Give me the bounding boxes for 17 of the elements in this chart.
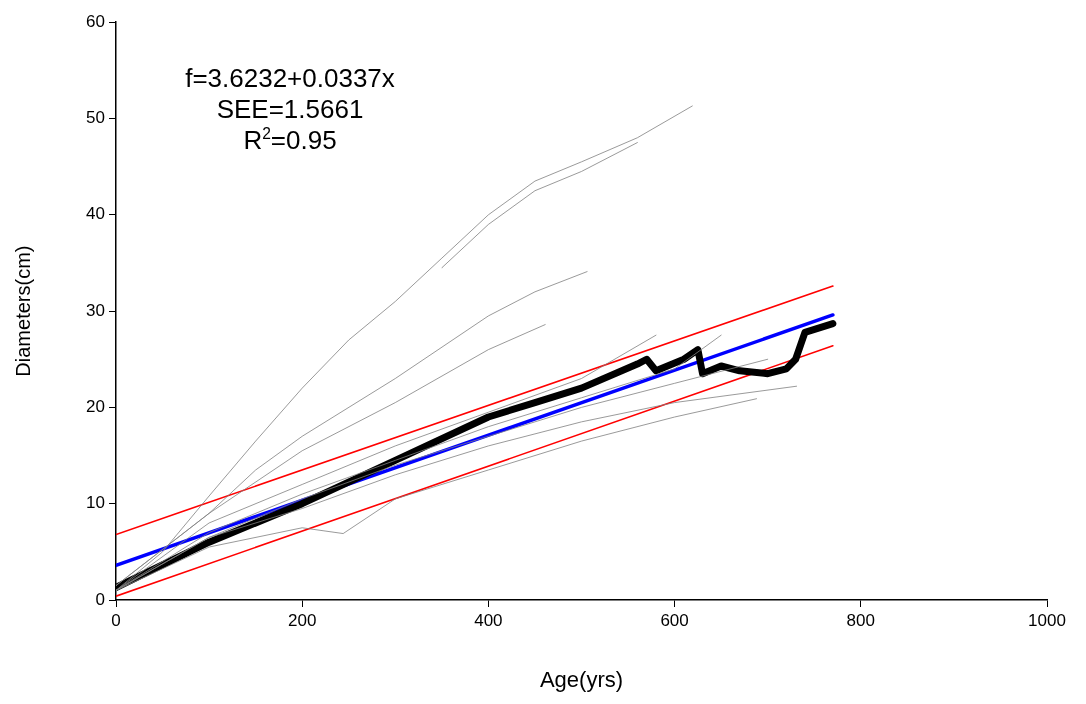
x-axis-title: Age(yrs)	[539, 666, 624, 692]
y-tick-label: 0	[95, 589, 105, 609]
x-tick-label: 600	[660, 610, 689, 630]
y-tick-label: 30	[86, 300, 105, 320]
annotation: SEE=1.5661	[216, 94, 364, 125]
x-tick-label: 200	[288, 610, 317, 630]
x-tick-label: 1000	[1028, 610, 1066, 630]
annotation: f=3.6232+0.0337x	[185, 63, 395, 94]
y-tick-label: 20	[86, 397, 105, 417]
x-tick-label: 800	[846, 610, 875, 630]
y-tick-label: 60	[86, 11, 105, 31]
y-axis-title: Diameters(cm)	[11, 245, 34, 377]
x-tick-label: 0	[111, 610, 121, 630]
y-tick-label: 50	[86, 108, 105, 128]
y-tick-label: 10	[86, 493, 105, 513]
x-tick-label: 400	[474, 610, 503, 630]
y-tick-label: 40	[86, 204, 105, 224]
